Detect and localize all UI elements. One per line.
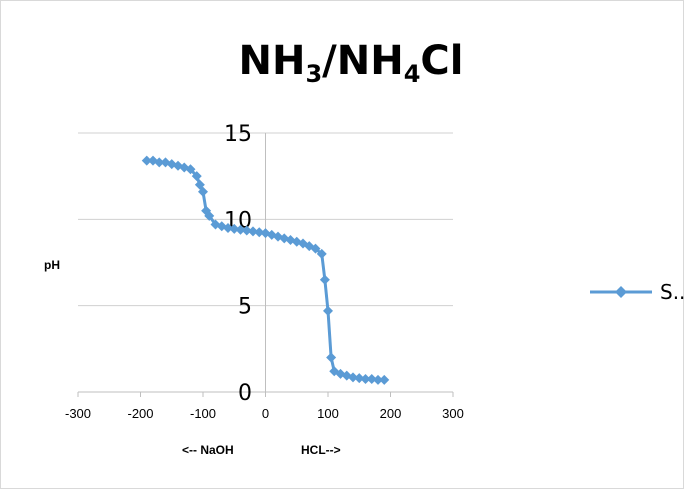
data-point — [310, 243, 321, 254]
data-point — [316, 248, 327, 259]
x-axis-label-hcl: HCL--> — [301, 443, 341, 457]
data-point — [198, 186, 208, 197]
data-point — [326, 352, 337, 363]
data-point — [154, 157, 165, 168]
data-point — [191, 171, 202, 182]
data-point — [194, 179, 205, 190]
x-tick-label: 200 — [380, 406, 402, 421]
y-tick-label: 0 — [238, 381, 252, 406]
data-point — [141, 155, 152, 166]
data-point — [348, 372, 358, 383]
data-point — [354, 373, 365, 384]
data-point — [323, 305, 333, 316]
data-point — [241, 225, 252, 236]
y-tick-label: 15 — [224, 122, 252, 147]
x-tick-label: 0 — [262, 406, 269, 421]
data-point — [360, 374, 371, 385]
y-tick-label: 5 — [238, 295, 252, 320]
chart-title: NH3/NH4Cl — [238, 38, 464, 88]
x-tick-label: 100 — [317, 406, 339, 421]
data-point — [223, 222, 233, 233]
data-point — [235, 224, 246, 235]
data-point — [229, 223, 240, 234]
x-tick-label: -100 — [190, 406, 216, 421]
legend-marker-icon — [615, 286, 627, 298]
x-axis-label-naoh: <-- NaOH — [182, 443, 234, 457]
data-point — [379, 374, 390, 385]
y-axis-label: pH — [44, 258, 60, 272]
legend-series-label: S... — [660, 280, 686, 304]
data-point — [319, 274, 330, 285]
data-point — [185, 164, 196, 175]
data-point — [254, 227, 265, 238]
data-point — [204, 210, 215, 221]
data-point — [373, 374, 383, 385]
data-point — [366, 374, 377, 385]
x-tick-label: -300 — [65, 406, 91, 421]
x-tick-label: -200 — [127, 406, 153, 421]
data-point — [248, 226, 258, 237]
x-tick-label: 300 — [442, 406, 464, 421]
